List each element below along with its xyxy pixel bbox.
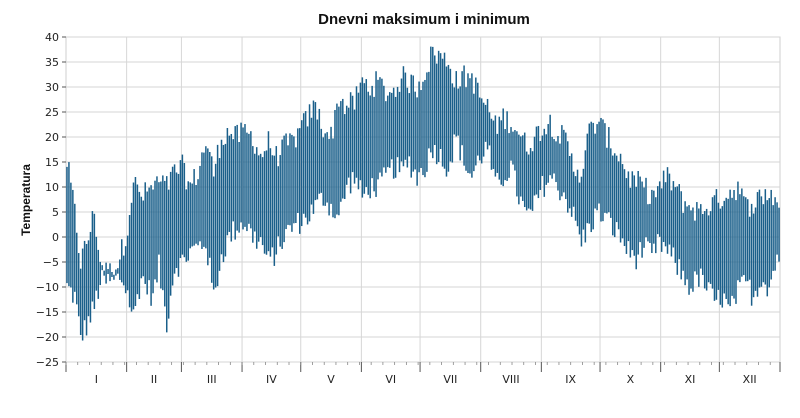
- y-tick-label: 5: [52, 206, 59, 219]
- month-label: VII: [443, 373, 457, 386]
- month-label: XI: [685, 373, 696, 386]
- y-tick-label: −20: [36, 331, 59, 344]
- y-tick-label: 0: [52, 231, 59, 244]
- month-label: VIII: [502, 373, 519, 386]
- month-label: X: [627, 373, 635, 386]
- y-tick-label: 35: [45, 56, 59, 69]
- y-tick-label: 20: [45, 131, 59, 144]
- y-tick-label: −15: [36, 306, 59, 319]
- chart-title: Dnevni maksimum i minimum: [318, 11, 530, 28]
- month-label: XII: [743, 373, 757, 386]
- month-label: II: [151, 373, 158, 386]
- month-label: IX: [565, 373, 576, 386]
- month-label: V: [327, 373, 335, 386]
- daily-range-bars: [66, 46, 780, 341]
- y-tick-label: −10: [36, 281, 59, 294]
- y-tick-label: 40: [45, 31, 59, 44]
- y-tick-label: 10: [45, 181, 59, 194]
- month-label: I: [95, 373, 98, 386]
- y-tick-label: −25: [36, 356, 59, 369]
- y-axis-label: Temperatura: [19, 164, 33, 236]
- month-label: III: [207, 373, 217, 386]
- y-tick-label: 15: [45, 156, 59, 169]
- month-label: IV: [266, 373, 277, 386]
- month-label: VI: [385, 373, 396, 386]
- y-tick-label: 25: [45, 106, 59, 119]
- y-tick-label: 30: [45, 81, 59, 94]
- y-tick-label: −5: [43, 256, 59, 269]
